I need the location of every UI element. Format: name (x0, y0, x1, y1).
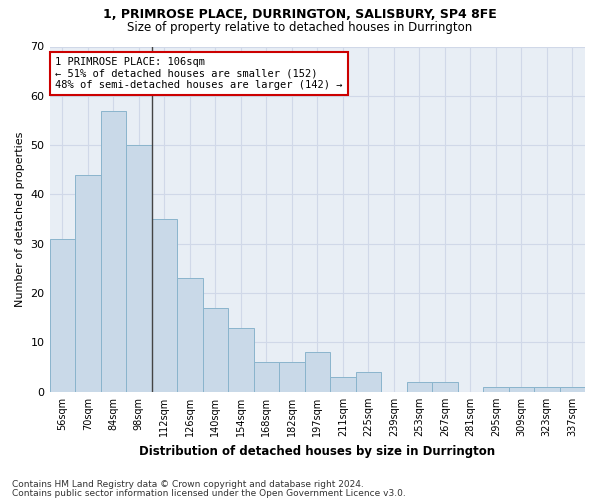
Bar (228, 328, 254, 392)
Bar (152, 219, 177, 392)
X-axis label: Distribution of detached houses by size in Durrington: Distribution of detached houses by size … (139, 444, 496, 458)
Bar (534, 387, 560, 392)
Bar (101, 110, 126, 392)
Y-axis label: Number of detached properties: Number of detached properties (15, 132, 25, 307)
Bar (483, 387, 509, 392)
Bar (254, 362, 279, 392)
Bar (305, 352, 330, 392)
Bar (330, 377, 356, 392)
Text: 1 PRIMROSE PLACE: 106sqm
← 51% of detached houses are smaller (152)
48% of semi-: 1 PRIMROSE PLACE: 106sqm ← 51% of detach… (55, 57, 343, 90)
Bar (407, 382, 432, 392)
Bar (126, 145, 152, 392)
Bar (356, 372, 381, 392)
Text: Size of property relative to detached houses in Durrington: Size of property relative to detached ho… (127, 21, 473, 34)
Bar (509, 387, 534, 392)
Text: Contains HM Land Registry data © Crown copyright and database right 2024.: Contains HM Land Registry data © Crown c… (12, 480, 364, 489)
Bar (177, 278, 203, 392)
Bar (50, 239, 75, 392)
Text: Contains public sector information licensed under the Open Government Licence v3: Contains public sector information licen… (12, 488, 406, 498)
Bar (203, 308, 228, 392)
Bar (560, 387, 585, 392)
Bar (432, 382, 458, 392)
Text: 1, PRIMROSE PLACE, DURRINGTON, SALISBURY, SP4 8FE: 1, PRIMROSE PLACE, DURRINGTON, SALISBURY… (103, 8, 497, 20)
Bar (279, 362, 305, 392)
Bar (75, 175, 101, 392)
